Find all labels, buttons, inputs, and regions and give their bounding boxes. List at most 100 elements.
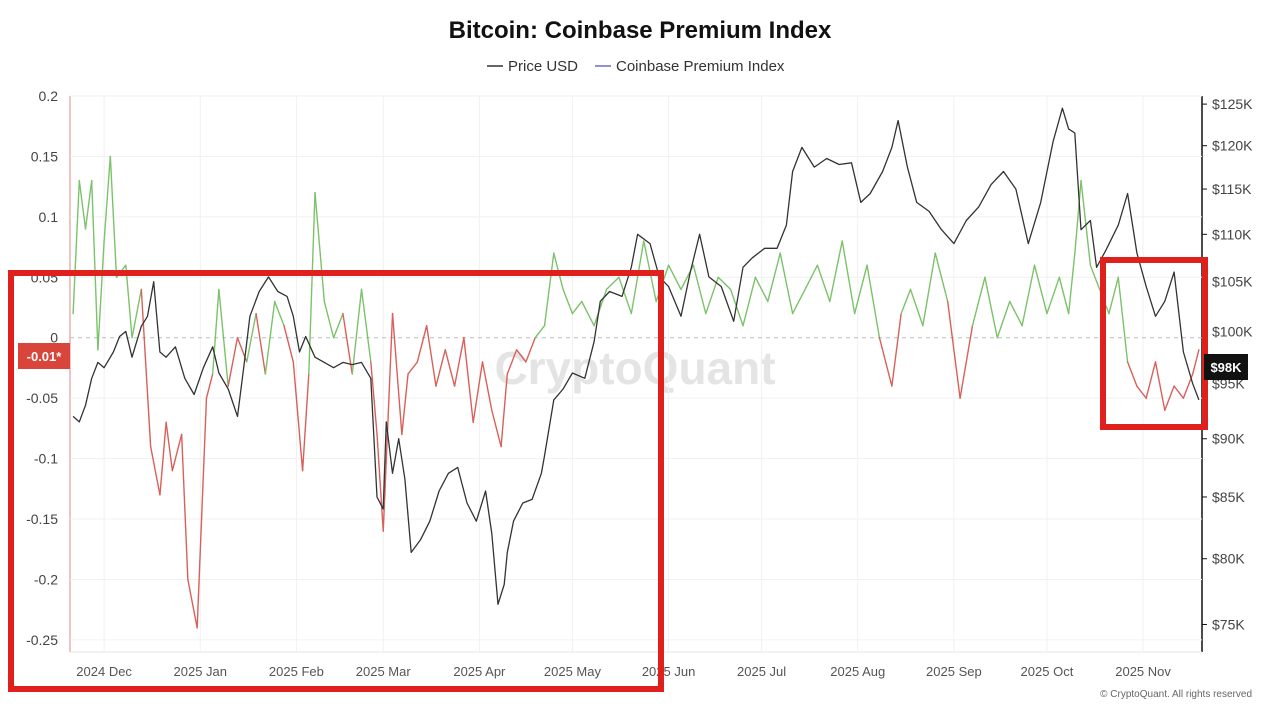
premium-segment [1126,361,1138,387]
premium-segment [841,240,856,315]
premium-segment [525,337,536,363]
premium-segment [103,155,112,242]
premium-segment [382,312,394,532]
premium-segment [463,337,474,424]
right-tick-label: $105K [1212,274,1253,290]
premium-segment [946,300,961,399]
premium-segment [891,312,902,387]
premium-segment [416,324,428,363]
watermark: CryptoQuant [494,342,775,394]
legend: Price USD Coinbase Premium Index [487,58,785,75]
premium-segment [391,312,403,436]
left-tick-label: -0.2 [34,571,58,587]
premium-segment [301,373,310,472]
premium-segment [754,276,769,303]
premium-segment [922,252,936,327]
premium-segment [165,421,174,472]
left-axis-ticks: 0.20.150.10.050-0.05-0.1-0.15-0.2-0.25 [26,88,58,648]
chart-title: Bitcoin: Coinbase Premium Index [449,17,832,44]
premium-segment [491,409,502,448]
premium-segment [1117,276,1129,363]
premium-segment [283,324,294,363]
price-current-badge: $98K [1204,354,1248,380]
premium-segment [1080,179,1092,266]
premium-segment [323,300,335,339]
premium-segment [407,361,419,375]
premium-segment [909,288,924,327]
right-tick-label: $115K [1212,181,1252,197]
right-tick-label: $120K [1212,138,1253,154]
premium-segment [97,240,105,351]
x-tick-label: 2025 Mar [356,664,412,679]
premium-segment [472,361,484,424]
x-tick-label: 2025 Apr [453,664,506,679]
premium-segment [816,264,831,303]
x-tick-label: 2025 Feb [269,664,324,679]
premium-segment [581,300,595,327]
premium-segment [742,276,757,327]
left-tick-label: 0.1 [39,209,59,225]
right-tick-label: $85K [1212,489,1245,505]
premium-segment [401,373,409,436]
premium-segment [481,361,493,411]
premium-segment [971,276,986,327]
premium-segment [314,191,326,303]
premium-segment [1154,361,1166,411]
premium-segment [900,288,912,315]
premium-segment [829,240,843,303]
x-tick-label: 2025 Jul [737,664,786,679]
premium-segment [996,300,1011,339]
premium-segment [1067,252,1076,315]
premium-segment [435,349,446,387]
premium-segment [246,312,257,363]
premium-segment [187,578,198,629]
premium-segment [308,191,316,375]
gridlines [70,95,1202,652]
premium-segment [630,240,645,315]
premium-segment [196,397,208,629]
premium-segment [1145,361,1157,399]
premium-segment [605,276,620,291]
premium-segment [149,445,161,496]
premium-segment [1046,276,1061,315]
left-tick-label: 0.2 [39,88,59,104]
premium-segment [1173,385,1185,399]
premium-segment [91,179,99,351]
premium-segment [425,324,437,387]
legend-price-label[interactable]: Price USD [508,58,578,75]
premium-segment [1108,276,1119,315]
legend-premium-label[interactable]: Coinbase Premium Index [616,58,785,75]
premium-segment [667,264,682,291]
right-tick-label: $110K [1212,226,1252,242]
premium-segment [729,288,744,327]
left-tick-label: -0.25 [26,632,58,648]
left-tick-label: 0 [50,330,58,346]
premium-segment [1074,179,1082,254]
premium-segment [804,264,819,291]
premium-segment [878,337,893,387]
premium-badge-bg [18,343,70,369]
copyright-credit: © CryptoQuant. All rights reserved [1100,689,1252,700]
premium-segment [227,337,239,387]
premium-segment [444,349,456,387]
price-badge-bg [1204,354,1248,380]
x-tick-label: 2025 Aug [830,664,885,679]
premium-segment [72,179,81,315]
premium-segment [934,252,949,303]
premium-segment [171,433,183,472]
premium-segment [453,337,465,387]
premium-segment [1058,276,1070,315]
premium-segment [84,179,93,230]
right-tick-label: $100K [1212,323,1253,339]
premium-segment [500,373,508,448]
premium-segment [866,264,881,339]
x-tick-label: 2025 Jan [174,664,228,679]
premium-segment [779,252,794,315]
premium-segment [1021,264,1036,327]
premium-segment [1089,264,1101,291]
premium-segment [131,288,143,339]
premium-segment [1009,300,1023,327]
premium-segment [515,349,527,363]
x-tick-label: 2024 Dec [76,664,132,679]
